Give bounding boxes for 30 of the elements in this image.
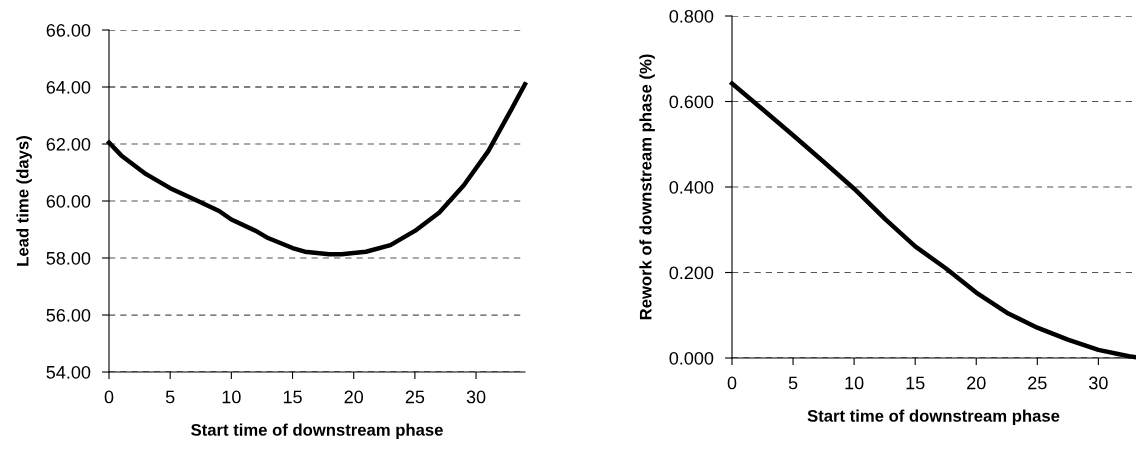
x-tick-label: 20 <box>344 390 364 404</box>
x-tick-label: 25 <box>405 390 425 404</box>
y-tick-label: 0.800 <box>669 9 714 23</box>
x-tick-label: 10 <box>222 390 241 404</box>
x-tick-label: 30 <box>1089 376 1108 390</box>
y-tick-label: 0.400 <box>669 180 714 194</box>
x-axis-title: Start time of downstream phase <box>807 409 1060 426</box>
x-tick-label: 15 <box>283 390 302 404</box>
x-tick-label: 25 <box>1028 376 1047 390</box>
y-tick-label: 58.00 <box>46 251 91 265</box>
x-tick-label: 10 <box>845 376 864 390</box>
x-tick-label: 30 <box>466 390 486 404</box>
y-tick-label: 0.200 <box>669 266 714 280</box>
y-axis-title: Lead time (days) <box>16 136 32 266</box>
y-tick-label: 64.00 <box>46 80 91 94</box>
y-tick-label: 0.000 <box>669 351 714 365</box>
x-tick-label: 0 <box>104 390 114 404</box>
y-tick-label: 60.00 <box>46 194 91 208</box>
y-axis-title: Rework of downstream phase (%) <box>639 54 655 320</box>
y-tick-label: 0.600 <box>669 95 714 109</box>
y-tick-label: 54.00 <box>46 365 91 379</box>
y-tick-label: 56.00 <box>46 308 91 322</box>
y-tick-label: 62.00 <box>46 137 91 151</box>
x-tick-label: 5 <box>788 376 798 390</box>
x-tick-label: 5 <box>165 390 175 404</box>
x-tick-label: 20 <box>967 376 986 390</box>
x-tick-label: 15 <box>906 376 925 390</box>
y-tick-label: 66.00 <box>46 23 91 37</box>
x-tick-label: 0 <box>727 376 737 390</box>
x-axis-title: Start time of downstream phase <box>191 423 443 440</box>
